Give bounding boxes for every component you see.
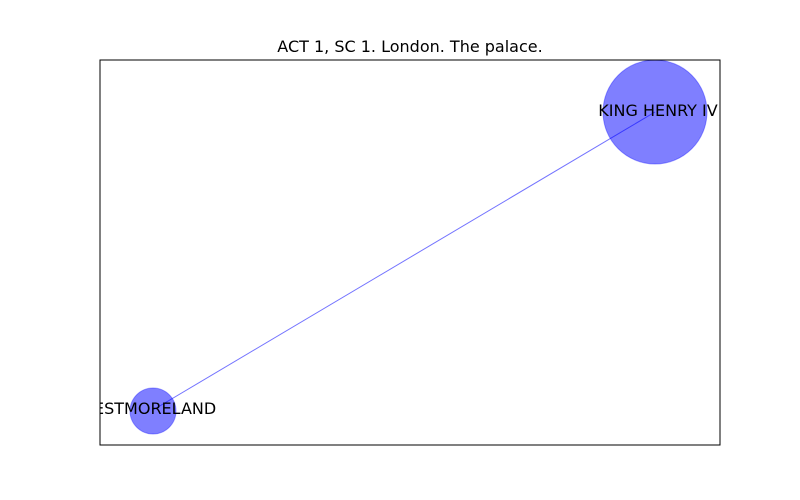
node-king-henry-iv bbox=[602, 60, 708, 165]
node-label-king-henry-iv: KING HENRY IV bbox=[598, 101, 717, 120]
node-layer bbox=[129, 60, 708, 435]
edge-king-henry-iv-westmoreland bbox=[152, 111, 656, 411]
plot-frame bbox=[99, 59, 721, 446]
plot-area: KING HENRY IV ESTMORELAND bbox=[94, 59, 721, 446]
node-label-westmoreland: ESTMORELAND bbox=[94, 399, 216, 418]
label-layer: KING HENRY IV ESTMORELAND bbox=[94, 101, 718, 418]
node-westmoreland bbox=[129, 387, 177, 435]
chart-title: ACT 1, SC 1. London. The palace. bbox=[277, 37, 542, 56]
edge-layer bbox=[152, 111, 656, 411]
